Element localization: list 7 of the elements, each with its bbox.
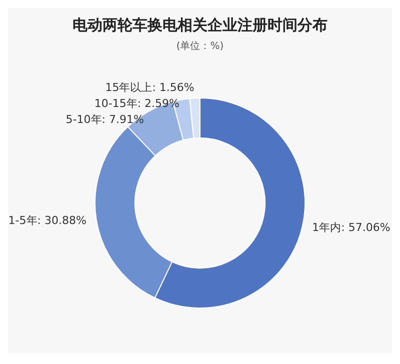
- slice-label: 1-5年: 30.88%: [8, 214, 86, 227]
- slice-label: 10-15年: 2.59%: [94, 96, 180, 110]
- slice-label: 15年以上: 1.56%: [105, 80, 194, 94]
- chart-title: 电动两轮车换电相关企业注册时间分布: [72, 15, 328, 35]
- slice-label: 1年内: 57.06%: [312, 221, 390, 234]
- slice-label: 5-10年: 7.91%: [66, 112, 144, 126]
- chart-subtitle: (单位：%): [175, 40, 225, 53]
